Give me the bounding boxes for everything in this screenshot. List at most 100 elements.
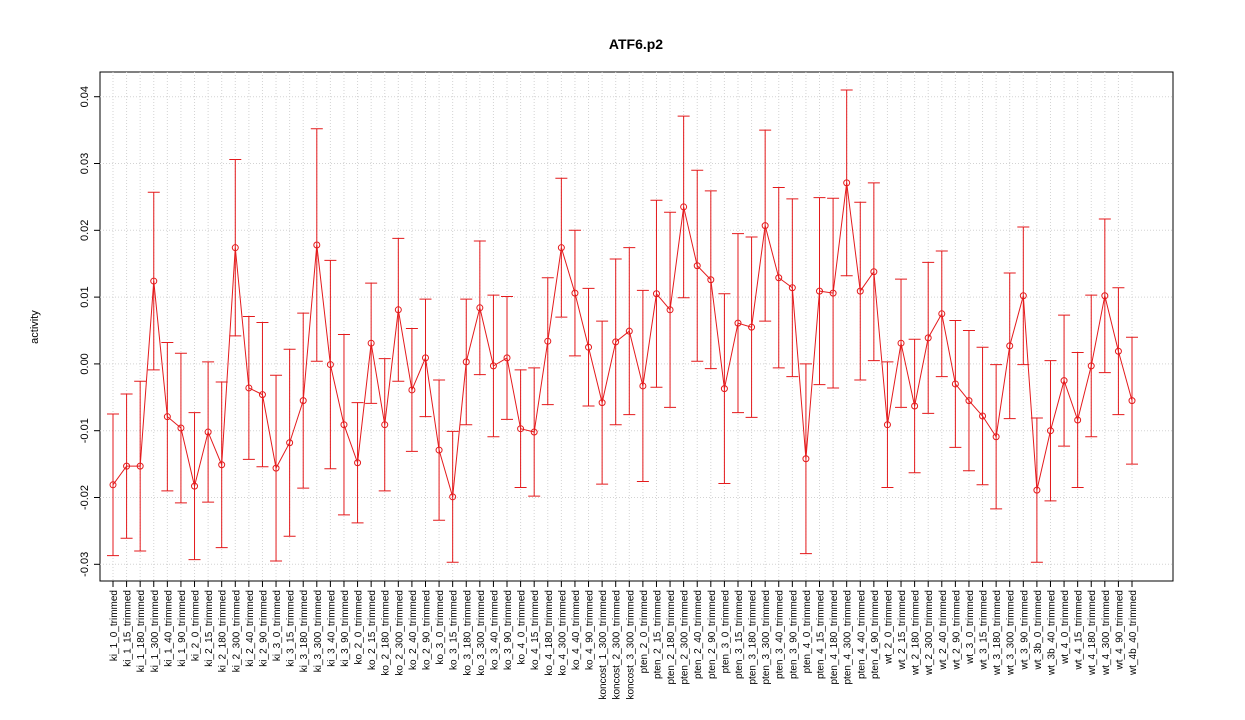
x-tick-label: ki_3_0_trimmed xyxy=(272,590,283,661)
point xyxy=(761,222,769,230)
error-bar xyxy=(446,430,459,563)
point xyxy=(489,362,497,370)
x-tick-label: wt_3_15_trimmed xyxy=(979,590,990,670)
error-bar xyxy=(867,182,880,362)
point xyxy=(734,319,742,327)
x-tick-label: wt_3b_40_trimmed xyxy=(1046,590,1057,676)
x-tick-label: ki_2_300_trimmed xyxy=(231,590,242,672)
error-bar xyxy=(147,191,160,371)
error-bar xyxy=(1126,336,1138,465)
x-tick-label: ki_2_90_trimmed xyxy=(258,590,269,667)
point xyxy=(1033,486,1041,494)
error-bar xyxy=(283,348,296,537)
error-bar xyxy=(242,315,255,460)
x-tick-label: wt_3_180_trimmed xyxy=(992,590,1003,676)
x-tick-label: wt_4b_40_trimmed xyxy=(1128,590,1139,676)
error-bar xyxy=(827,197,840,389)
point xyxy=(272,464,280,472)
y-tick-label: -0.03 xyxy=(79,552,91,577)
x-tick-label: pten_2_0_trimmed xyxy=(639,590,650,673)
x-tick-label: ko_3_90_trimmed xyxy=(503,590,514,670)
x-tick-label: pten_4_40_trimmed xyxy=(856,590,867,679)
error-bar xyxy=(813,197,826,386)
x-tick-label: ko_3_40_trimmed xyxy=(489,590,500,670)
y-tick-label: 0.02 xyxy=(79,220,91,241)
error-bar xyxy=(623,247,636,416)
point xyxy=(883,421,891,429)
x-tick-label: ki_3_90_trimmed xyxy=(340,590,351,667)
point xyxy=(979,412,987,420)
x-tick-label: wt_2_180_trimmed xyxy=(911,590,922,676)
error-bar xyxy=(405,328,418,452)
point xyxy=(585,343,593,351)
error-bar xyxy=(378,358,391,492)
x-tick-label: wt_2_300_trimmed xyxy=(924,590,935,676)
x-tick-label: ko_2_300_trimmed xyxy=(394,590,405,676)
point xyxy=(557,244,565,252)
x-tick-label: pten_4_90_trimmed xyxy=(870,590,881,679)
point xyxy=(326,361,334,369)
point xyxy=(612,338,620,346)
error-bar xyxy=(487,294,500,438)
x-tick-label: ki_1_0_trimmed xyxy=(109,590,120,661)
x-tick-label: ki_3_15_trimmed xyxy=(286,590,297,667)
x-tick-label: ko_2_15_trimmed xyxy=(367,590,378,670)
point xyxy=(191,482,199,490)
y-tick-label: 0.01 xyxy=(79,286,91,307)
error-bar xyxy=(202,361,215,503)
point xyxy=(530,428,538,436)
error-bar xyxy=(1085,294,1098,438)
x-tick-label: ki_2_15_trimmed xyxy=(204,590,215,667)
x-tick-label: wt_3b_0_trimmed xyxy=(1033,590,1044,670)
point xyxy=(381,421,389,429)
x-tick-label: pten_2_90_trimmed xyxy=(707,590,718,679)
error-bar xyxy=(745,236,758,418)
point xyxy=(598,399,606,407)
error-bar xyxy=(1112,287,1125,416)
point xyxy=(1101,292,1109,300)
error-bar xyxy=(419,298,432,418)
point xyxy=(680,203,688,211)
y-tick-label: 0.03 xyxy=(79,153,91,174)
point xyxy=(177,424,185,432)
error-bar xyxy=(854,201,867,381)
error-bar xyxy=(555,177,568,318)
point xyxy=(1114,347,1122,355)
error-bar xyxy=(759,129,772,322)
x-tick-label: pten_3_300_trimmed xyxy=(761,590,772,685)
error-bar xyxy=(582,287,595,407)
x-tick-label: wt_4_90_trimmed xyxy=(1114,590,1125,670)
x-tick-label: ko_4_0_trimmed xyxy=(517,590,528,664)
error-bar xyxy=(528,367,541,497)
x-tick-label: wt_3_90_trimmed xyxy=(1019,590,1030,670)
error-bar xyxy=(134,380,147,552)
error-bar xyxy=(609,258,622,426)
x-tick-label: ko_2_90_trimmed xyxy=(421,590,432,670)
error-bar xyxy=(568,229,581,357)
error-bar xyxy=(596,320,609,485)
point xyxy=(150,277,158,285)
point xyxy=(775,274,783,282)
error-bar xyxy=(107,413,119,557)
error-bar xyxy=(962,330,975,472)
point xyxy=(571,289,579,297)
error-bar xyxy=(337,334,350,516)
point xyxy=(286,439,294,447)
x-tick-label: pten_3_0_trimmed xyxy=(720,590,731,673)
x-tick-label: ki_3_180_trimmed xyxy=(299,590,310,672)
x-tick-label: pten_2_40_trimmed xyxy=(693,590,704,679)
point xyxy=(354,459,362,467)
error-bar xyxy=(188,412,201,561)
error-bar xyxy=(1071,352,1084,488)
error-bar xyxy=(704,190,717,370)
x-tick-label: wt_2_90_trimmed xyxy=(951,590,962,670)
error-bar xyxy=(1098,218,1111,374)
x-tick-label: ki_1_90_trimmed xyxy=(177,590,188,667)
point xyxy=(218,461,226,469)
error-bar xyxy=(541,277,554,406)
point xyxy=(136,462,144,470)
error-bar xyxy=(365,282,378,404)
error-bar xyxy=(636,289,649,482)
point xyxy=(856,287,864,295)
